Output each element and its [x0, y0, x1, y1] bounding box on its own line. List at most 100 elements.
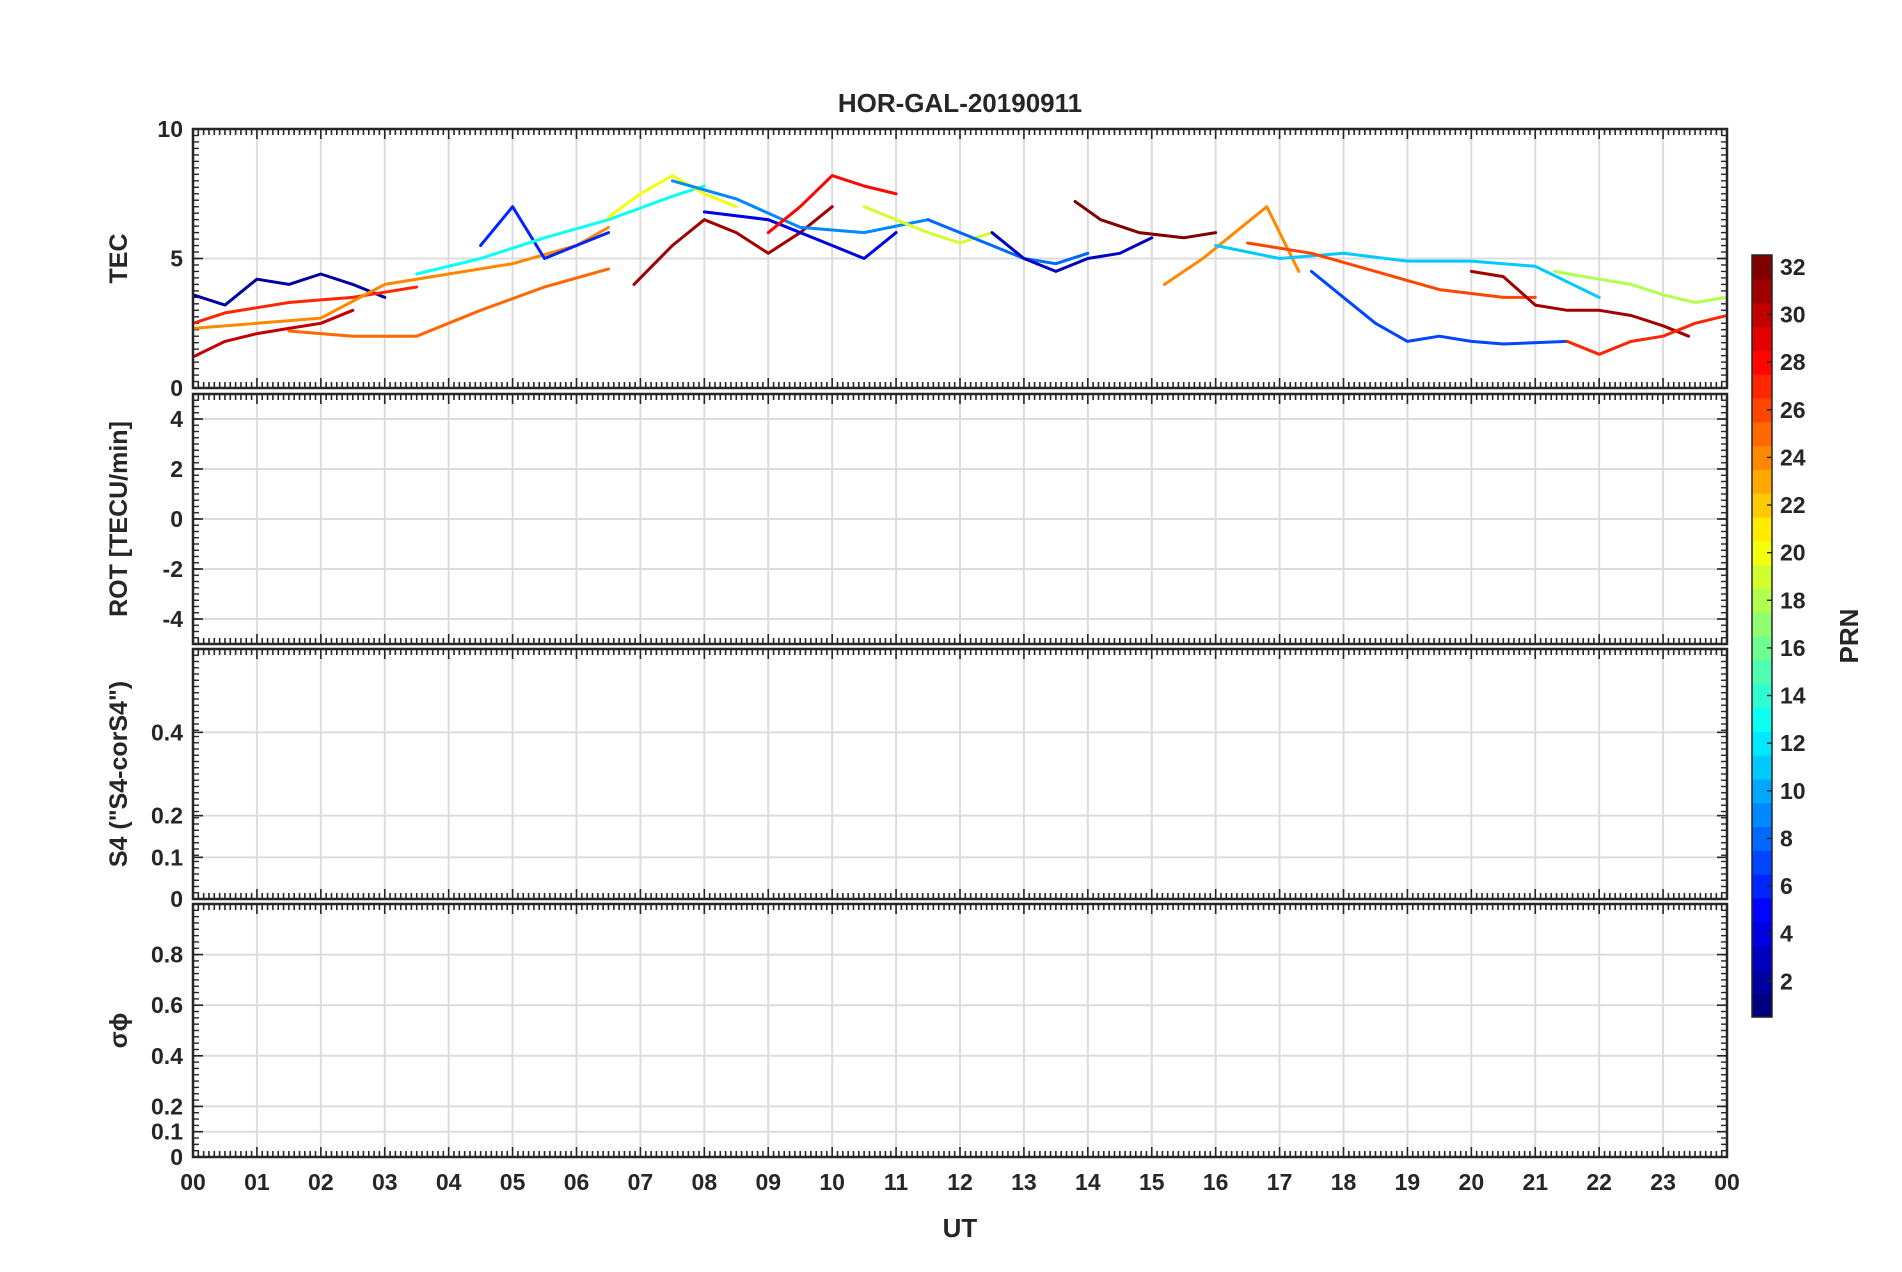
- tec-series-prn-20: [607, 174, 738, 219]
- colorbar-swatch: [1752, 731, 1772, 756]
- x-tick-label: 05: [500, 1169, 526, 1195]
- colorbar-swatch: [1752, 921, 1772, 947]
- colorbar-swatch: [1752, 564, 1772, 589]
- colorbar-swatch: [1752, 612, 1772, 637]
- y-tick-label: 0: [170, 506, 183, 532]
- panel-2: -4 -2 0 2 4 ROT [TECU/min]: [105, 392, 1729, 646]
- colorbar-tick-label: 28: [1780, 349, 1806, 375]
- colorbar-swatch: [1752, 588, 1772, 613]
- y-tick-label: 0.2: [151, 1093, 183, 1119]
- colorbar-tick-label: 12: [1780, 730, 1806, 756]
- colorbar-swatch: [1752, 540, 1772, 566]
- y-tick-label: 0.1: [151, 1119, 183, 1145]
- colorbar-swatch: [1752, 469, 1772, 494]
- tec-series-prn-24: [1163, 205, 1301, 286]
- colorbar-swatch: [1752, 636, 1772, 661]
- x-tick-label: 16: [1203, 1169, 1229, 1195]
- tec-series-prn-31: [632, 205, 834, 286]
- x-tick-label: 02: [308, 1169, 334, 1195]
- y-tick-label: 10: [157, 116, 183, 142]
- x-tick-label: 14: [1075, 1169, 1101, 1195]
- y-tick-label: 4: [170, 406, 183, 432]
- colorbar-frame: [1751, 254, 1773, 1018]
- colorbar-tick-label: 2: [1780, 968, 1793, 994]
- colorbar-tick-label: 18: [1780, 587, 1806, 613]
- colorbar-swatch: [1752, 445, 1772, 470]
- y-tick-label: 0: [170, 1144, 183, 1170]
- x-tick-label: 01: [244, 1169, 270, 1195]
- colorbar-swatch: [1752, 278, 1772, 304]
- y-axis-label: S4 ("S4-corS4"): [105, 681, 133, 867]
- x-tick-label: 18: [1331, 1169, 1357, 1195]
- tec-series-prn-26: [1246, 241, 1537, 299]
- y-tick-label: 0: [170, 375, 183, 401]
- panel-frame: [191, 902, 1729, 1159]
- x-tick-label: 11: [884, 1169, 909, 1195]
- colorbar-swatch: [1752, 516, 1772, 542]
- colorbar-swatch: [1752, 993, 1772, 1018]
- tec-series-prn-25: [287, 267, 610, 338]
- x-tick-label: 03: [372, 1169, 398, 1195]
- colorbar-swatch: [1752, 326, 1772, 351]
- colorbar-tick-label: 10: [1780, 778, 1806, 804]
- panel-frame: [191, 647, 1729, 901]
- tec-series-prn-7: [1310, 269, 1569, 346]
- panel-4: 00.10.2 0.4 0.6 0.8 σϕ: [105, 902, 1729, 1170]
- colorbar-swatch: [1752, 802, 1772, 828]
- tec-series-prn-2: [193, 272, 387, 307]
- colorbar-tick-label: 26: [1780, 397, 1806, 423]
- tec-series-prn-6: [479, 205, 610, 260]
- y-tick-label: 0.4: [151, 1043, 183, 1069]
- x-tick-label: 15: [1139, 1169, 1165, 1195]
- y-tick-label: 0: [170, 886, 183, 912]
- y-axis-label: ROT [TECU/min]: [105, 421, 133, 617]
- x-axis-label: UT: [943, 1213, 978, 1243]
- x-tick-label: 12: [947, 1169, 973, 1195]
- x-tick-label: 22: [1586, 1169, 1612, 1195]
- tec-series-prn-19: [862, 205, 994, 245]
- y-tick-label: -4: [163, 606, 184, 632]
- x-tick-label: 09: [755, 1169, 781, 1195]
- colorbar-swatch: [1752, 350, 1772, 375]
- colorbar-swatch: [1752, 374, 1772, 399]
- tec-series-prn-3: [990, 231, 1154, 273]
- colorbar-tick-label: 14: [1780, 683, 1806, 709]
- tec-series-prn-4: [702, 210, 898, 260]
- colorbar-tick-label: 20: [1780, 540, 1806, 566]
- series-group: [193, 174, 1727, 359]
- colorbar-tick-label: 24: [1780, 444, 1806, 470]
- colorbar-swatch: [1752, 255, 1772, 280]
- x-tick-label: 00: [1714, 1169, 1740, 1195]
- colorbar-swatch: [1752, 397, 1772, 423]
- colorbar-swatch: [1752, 755, 1772, 780]
- colorbar-swatch: [1752, 850, 1772, 875]
- x-tick-label: 08: [692, 1169, 718, 1195]
- y-tick-label: -2: [163, 556, 183, 582]
- y-tick-label: 0.2: [151, 803, 183, 829]
- colorbar-swatch: [1752, 969, 1772, 994]
- y-tick-label: 5: [170, 246, 183, 272]
- tec-series-prn-8: [926, 218, 1090, 266]
- colorbar-swatch: [1752, 874, 1772, 899]
- colorbar-tick-label: 32: [1780, 254, 1806, 280]
- x-tick-label: 10: [819, 1169, 845, 1195]
- x-tick-label: 23: [1650, 1169, 1676, 1195]
- tec-series-prn-28: [766, 174, 898, 235]
- tec-series-prn-30: [193, 308, 355, 359]
- colorbar-tick-label: 4: [1780, 921, 1793, 947]
- colorbar-swatch: [1752, 897, 1772, 923]
- y-axis-label: σϕ: [105, 1013, 133, 1049]
- y-axis-label: TEC: [105, 234, 133, 284]
- tec-series-prn-27: [193, 285, 419, 325]
- colorbar-swatch: [1752, 707, 1772, 732]
- colorbar-swatch: [1752, 826, 1772, 851]
- panel-3: 0 0.1 0.2 0.4 S4 ("S4-corS4"): [105, 647, 1729, 912]
- x-tick-label: 04: [436, 1169, 462, 1195]
- tec-series-prn-11: [1214, 244, 1601, 299]
- tec-series-prn-18: [1552, 269, 1727, 304]
- tec-series-prn-9: [670, 179, 930, 235]
- colorbar-swatch: [1752, 778, 1772, 804]
